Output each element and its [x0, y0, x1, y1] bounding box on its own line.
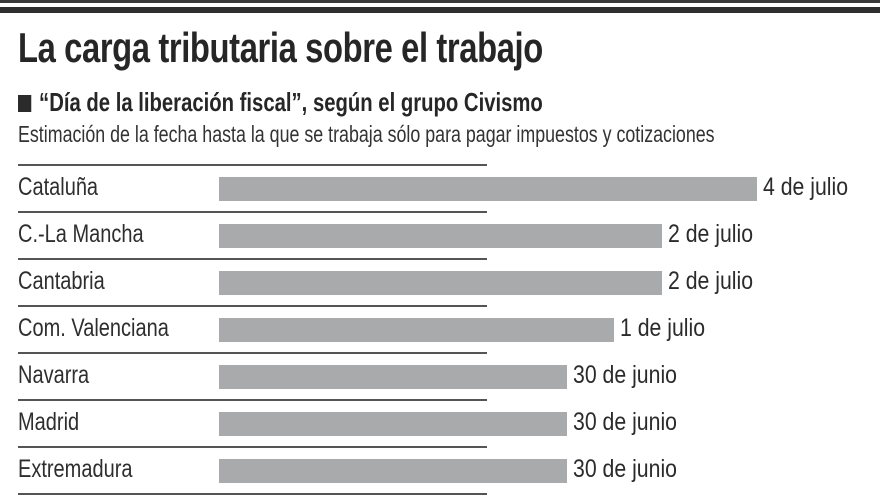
- category-label: Extremadura: [18, 455, 133, 483]
- category-label: Com. Valenciana: [18, 314, 169, 342]
- bar: [219, 177, 757, 201]
- row-separator: [18, 305, 487, 307]
- bar: [219, 318, 615, 342]
- top-rule-thick: [0, 7, 880, 13]
- row-separator: [18, 493, 487, 495]
- top-rule: [0, 0, 880, 3]
- bar: [219, 224, 662, 248]
- row-separator: [18, 446, 487, 448]
- data-label: 4 de julio: [763, 173, 849, 201]
- data-label: 30 de junio: [572, 361, 677, 389]
- bar: [219, 271, 662, 295]
- row-separator: [18, 258, 487, 260]
- bar: [219, 412, 567, 436]
- category-label: Madrid: [18, 408, 80, 436]
- chart-subtitle: “Día de la liberación fiscal”, según el …: [18, 87, 543, 118]
- bar: [219, 365, 567, 389]
- bar: [219, 459, 567, 483]
- row-separator: [18, 399, 487, 401]
- subtitle-text: “Día de la liberación fiscal”, según el …: [39, 87, 543, 117]
- row-separator: [18, 352, 487, 354]
- data-label: 30 de junio: [572, 408, 677, 436]
- square-bullet-icon: [18, 95, 32, 112]
- chart-description: Estimación de la fecha hasta la que se t…: [18, 121, 715, 147]
- data-label: 2 de julio: [667, 220, 753, 248]
- category-label: Cataluña: [18, 173, 99, 201]
- data-label: 1 de julio: [620, 314, 706, 342]
- chart-title: La carga tributaria sobre el trabajo: [18, 24, 543, 71]
- data-label: 30 de junio: [572, 455, 677, 483]
- row-separator: [18, 211, 487, 213]
- category-label: C.-La Mancha: [18, 220, 144, 248]
- data-label: 2 de julio: [667, 267, 753, 295]
- row-separator: [18, 164, 487, 166]
- category-label: Navarra: [18, 361, 90, 389]
- category-label: Cantabria: [18, 267, 105, 295]
